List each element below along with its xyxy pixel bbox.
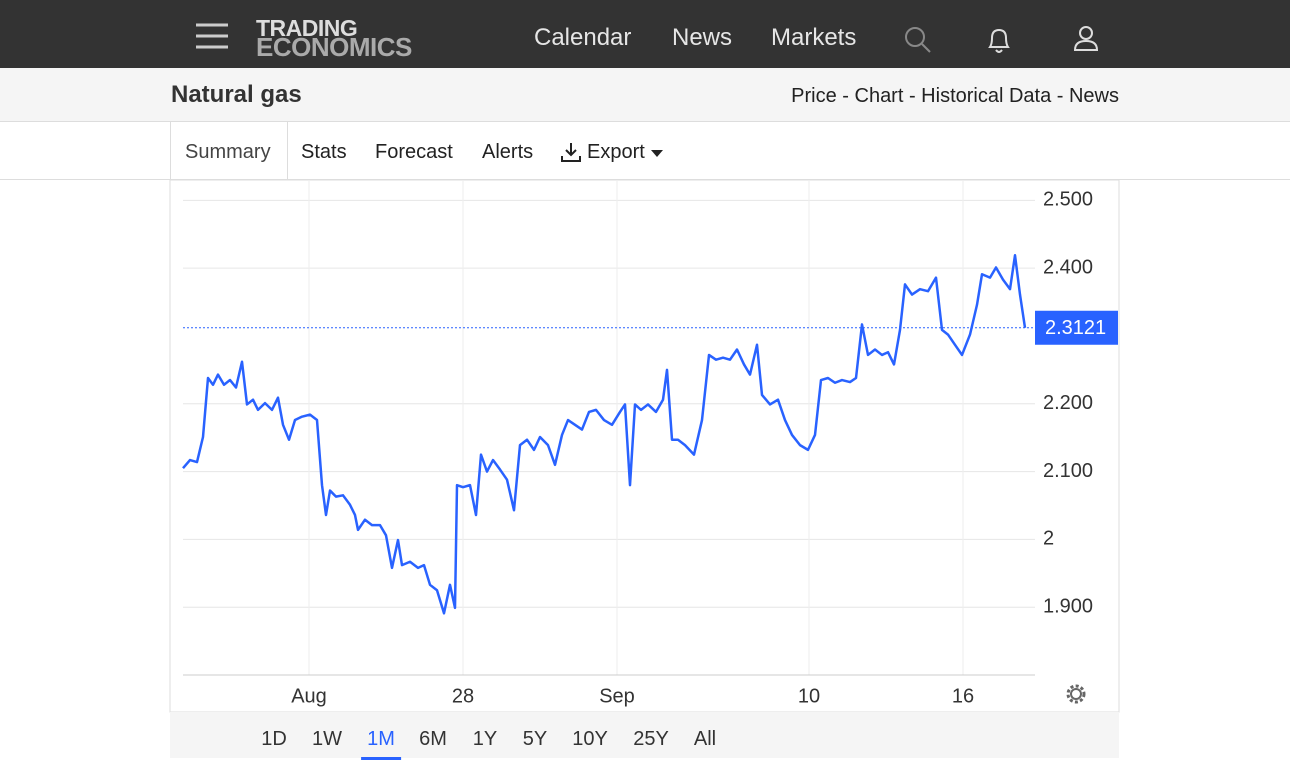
range-bar: 1D 1W 1M 6M 1Y 5Y 10Y 25Y All (170, 712, 1119, 760)
range-button[interactable]: All (693, 728, 717, 750)
menu-icon[interactable] (194, 22, 230, 50)
nav-link[interactable]: News (672, 24, 733, 51)
logo[interactable]: TRADING ECONOMICS (256, 15, 412, 62)
y-tick-label: 1.900 (1043, 595, 1093, 617)
top-nav: TRADING ECONOMICS Calendar News Markets (0, 0, 1290, 68)
y-tick-label: 2.100 (1043, 460, 1093, 482)
price-line (182, 254, 1027, 615)
range-button[interactable]: 1Y (472, 728, 498, 750)
x-tick-label: 10 (798, 685, 820, 707)
active-tab-frame (170, 122, 288, 179)
tab[interactable]: Stats (301, 141, 347, 163)
current-value-label: 2.3121 (1045, 317, 1106, 339)
page-header: Natural gas Price - Chart - Historical D… (0, 68, 1290, 122)
nav-link[interactable]: Calendar (534, 24, 632, 51)
y-tick-label: 2 (1043, 528, 1054, 550)
range-button[interactable]: 25Y (633, 728, 669, 750)
tab[interactable]: Export (587, 141, 645, 163)
page-title: Natural gas (171, 81, 302, 108)
settings-icon[interactable] (1066, 684, 1086, 704)
range-button[interactable]: 6M (419, 728, 447, 750)
x-tick-label: Sep (599, 685, 635, 707)
logo-line: ECONOMICS (256, 32, 412, 62)
range-button[interactable]: 1W (312, 728, 342, 750)
header-links[interactable]: Price - Chart - Historical Data - News (791, 85, 1119, 107)
logo-line: TRADING (256, 15, 358, 41)
nav-link[interactable]: Markets (771, 24, 857, 51)
user-icon[interactable] (1073, 24, 1101, 54)
tab-bar: Summary Stats Forecast Alerts Export (0, 122, 1290, 180)
y-tick-label: 2.200 (1043, 392, 1093, 414)
range-button[interactable]: 10Y (572, 728, 608, 750)
range-button[interactable]: 5Y (522, 728, 548, 750)
range-button[interactable]: 1D (261, 728, 287, 750)
x-tick-label: Aug (291, 685, 327, 707)
download-icon (561, 143, 581, 162)
tab[interactable]: Summary (185, 141, 271, 163)
tab[interactable]: Forecast (375, 141, 453, 163)
caret (651, 150, 663, 157)
y-tick-label: 2.400 (1043, 256, 1093, 278)
search-icon[interactable] (903, 25, 933, 55)
bell-icon[interactable] (986, 26, 1012, 56)
y-tick-label: 2.500 (1043, 189, 1093, 211)
x-tick-label: 16 (952, 685, 974, 707)
x-tick-label: 28 (452, 685, 474, 707)
range-button[interactable]: 1M (361, 728, 401, 760)
chart-frame (169, 179, 1120, 713)
tab[interactable]: Alerts (482, 141, 534, 163)
current-value-box (1035, 310, 1118, 345)
